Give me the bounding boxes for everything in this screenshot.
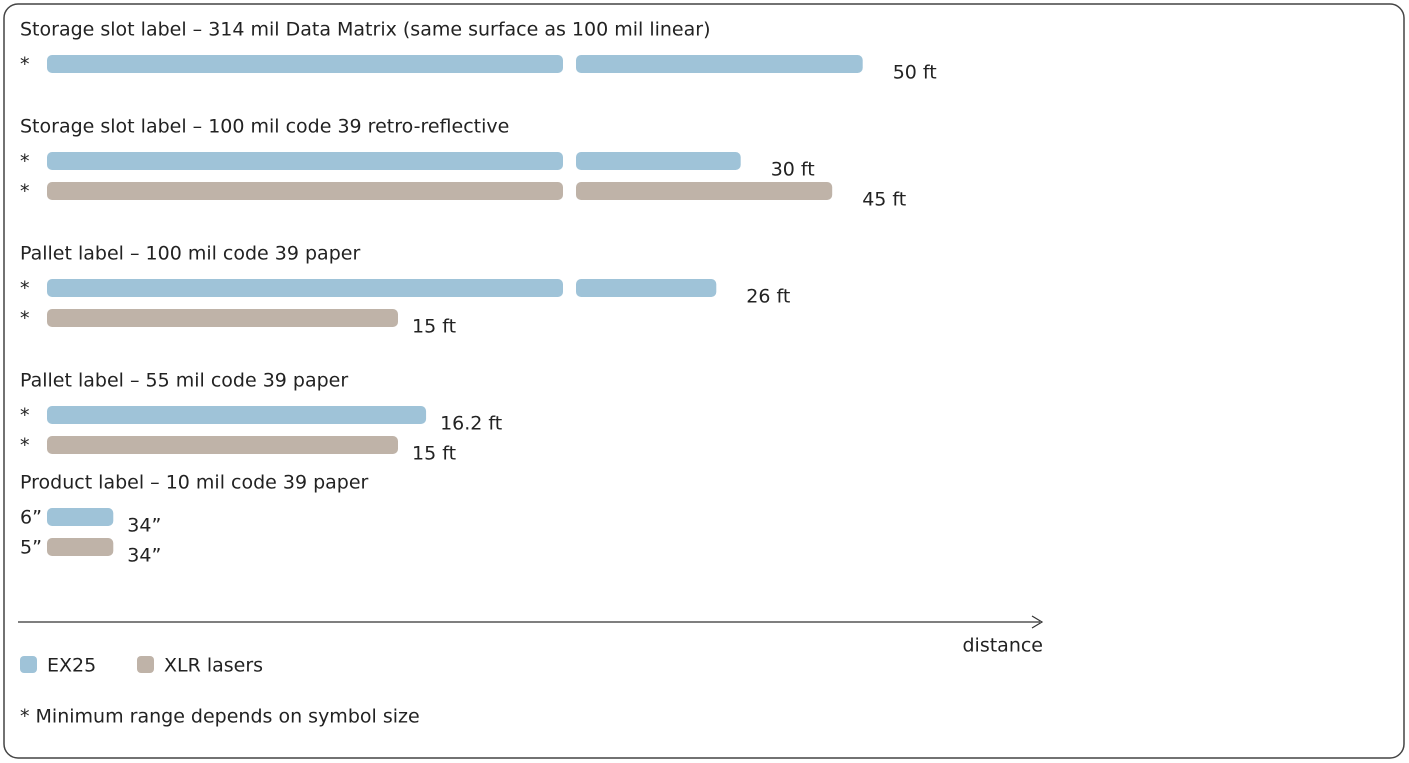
group-title: Product label – 10 mil code 39 paper [20,472,369,494]
min-range-label: * [20,435,30,457]
value-label: 15 ft [412,316,456,338]
bar [47,279,563,297]
value-label: 15 ft [412,443,456,465]
legend-swatch [20,656,37,673]
bar [47,182,563,200]
legend-swatch [137,656,154,673]
bar [576,182,833,200]
value-label: 45 ft [862,189,906,211]
bar [47,538,114,556]
bar [576,279,717,297]
min-range-label: * [20,54,30,76]
footnote: * Minimum range depends on symbol size [20,706,420,728]
legend-label: EX25 [47,655,96,677]
bar [576,152,741,170]
value-label: 16.2 ft [440,413,502,435]
bar [47,55,563,73]
value-label: 30 ft [771,159,815,181]
min-range-label: * [20,151,30,173]
group-title: Storage slot label – 314 mil Data Matrix… [20,19,710,41]
bar [47,436,398,454]
bar [47,508,114,526]
legend-label: XLR lasers [164,655,263,677]
min-range-label: * [20,181,30,203]
value-label: 34” [127,515,161,537]
bar [576,55,863,73]
bar [47,152,563,170]
min-range-label: 5” [20,537,42,559]
bar [47,406,427,424]
group-title: Pallet label – 55 mil code 39 paper [20,370,348,392]
value-label: 50 ft [893,62,937,84]
group-title: Storage slot label – 100 mil code 39 ret… [20,116,509,138]
axis-arrow [1031,615,1044,629]
value-label: 34” [127,545,161,567]
bar [47,309,398,327]
min-range-label: * [20,405,30,427]
min-range-label: * [20,278,30,300]
min-range-label: 6” [20,507,42,529]
min-range-label: * [20,308,30,330]
group-title: Pallet label – 100 mil code 39 paper [20,243,360,265]
value-label: 26 ft [746,286,790,308]
axis-label: distance [962,635,1043,657]
